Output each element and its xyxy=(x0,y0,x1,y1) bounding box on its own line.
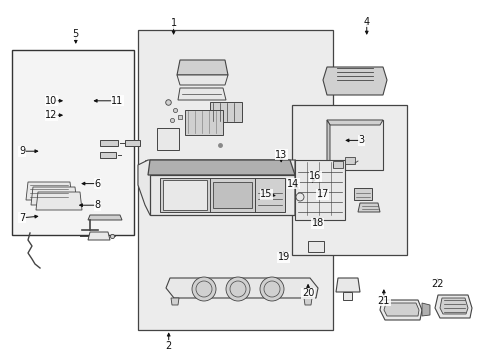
Text: 7: 7 xyxy=(19,213,25,223)
Polygon shape xyxy=(178,88,225,100)
Polygon shape xyxy=(342,292,351,300)
Circle shape xyxy=(192,277,216,301)
Text: 5: 5 xyxy=(73,29,79,39)
Text: 6: 6 xyxy=(95,179,101,189)
Polygon shape xyxy=(150,175,294,215)
Polygon shape xyxy=(357,203,379,212)
Polygon shape xyxy=(326,120,382,170)
Bar xyxy=(353,188,371,200)
Text: 9: 9 xyxy=(19,146,25,156)
Polygon shape xyxy=(125,140,140,146)
Polygon shape xyxy=(100,152,116,158)
Text: 22: 22 xyxy=(430,279,443,289)
Polygon shape xyxy=(294,160,309,220)
Polygon shape xyxy=(171,298,179,305)
Text: 16: 16 xyxy=(308,171,321,181)
Polygon shape xyxy=(383,303,418,316)
Text: 8: 8 xyxy=(95,200,101,210)
Circle shape xyxy=(295,193,304,201)
Bar xyxy=(138,30,332,330)
Polygon shape xyxy=(335,278,359,292)
Text: 4: 4 xyxy=(363,17,369,27)
Text: 18: 18 xyxy=(311,218,324,228)
Text: 1: 1 xyxy=(170,18,176,28)
Text: 19: 19 xyxy=(277,252,289,262)
Bar xyxy=(12,50,134,235)
Bar xyxy=(332,161,342,168)
Polygon shape xyxy=(177,60,227,75)
Text: 14: 14 xyxy=(286,179,299,189)
Polygon shape xyxy=(88,215,122,220)
Polygon shape xyxy=(421,303,429,316)
Polygon shape xyxy=(160,178,285,212)
Polygon shape xyxy=(145,160,152,215)
Polygon shape xyxy=(138,160,309,220)
Bar xyxy=(307,241,324,252)
Polygon shape xyxy=(439,298,467,314)
Text: 12: 12 xyxy=(45,110,58,120)
Polygon shape xyxy=(379,300,421,320)
Text: 21: 21 xyxy=(377,296,389,306)
Polygon shape xyxy=(304,298,311,305)
Polygon shape xyxy=(165,278,317,298)
Text: 11: 11 xyxy=(111,96,123,106)
Text: 20: 20 xyxy=(301,288,314,298)
Text: 13: 13 xyxy=(274,150,287,160)
Circle shape xyxy=(225,277,249,301)
Text: 2: 2 xyxy=(165,341,171,351)
Text: 17: 17 xyxy=(316,189,328,199)
Polygon shape xyxy=(434,295,471,318)
Polygon shape xyxy=(148,160,294,175)
Text: 15: 15 xyxy=(260,189,272,199)
Polygon shape xyxy=(177,75,227,85)
Bar xyxy=(157,128,179,150)
Bar xyxy=(345,157,354,164)
Polygon shape xyxy=(323,67,386,95)
Bar xyxy=(163,180,206,210)
Polygon shape xyxy=(36,192,82,210)
Polygon shape xyxy=(88,232,110,240)
Polygon shape xyxy=(100,140,118,146)
Bar xyxy=(209,102,242,122)
Bar xyxy=(291,105,406,255)
Bar xyxy=(184,110,223,135)
Bar xyxy=(213,182,251,208)
Text: 10: 10 xyxy=(45,96,58,106)
Polygon shape xyxy=(326,120,382,125)
Polygon shape xyxy=(326,120,329,170)
Polygon shape xyxy=(294,160,345,220)
Circle shape xyxy=(260,277,284,301)
Polygon shape xyxy=(26,182,72,200)
Text: 3: 3 xyxy=(358,135,364,145)
Polygon shape xyxy=(31,187,77,205)
